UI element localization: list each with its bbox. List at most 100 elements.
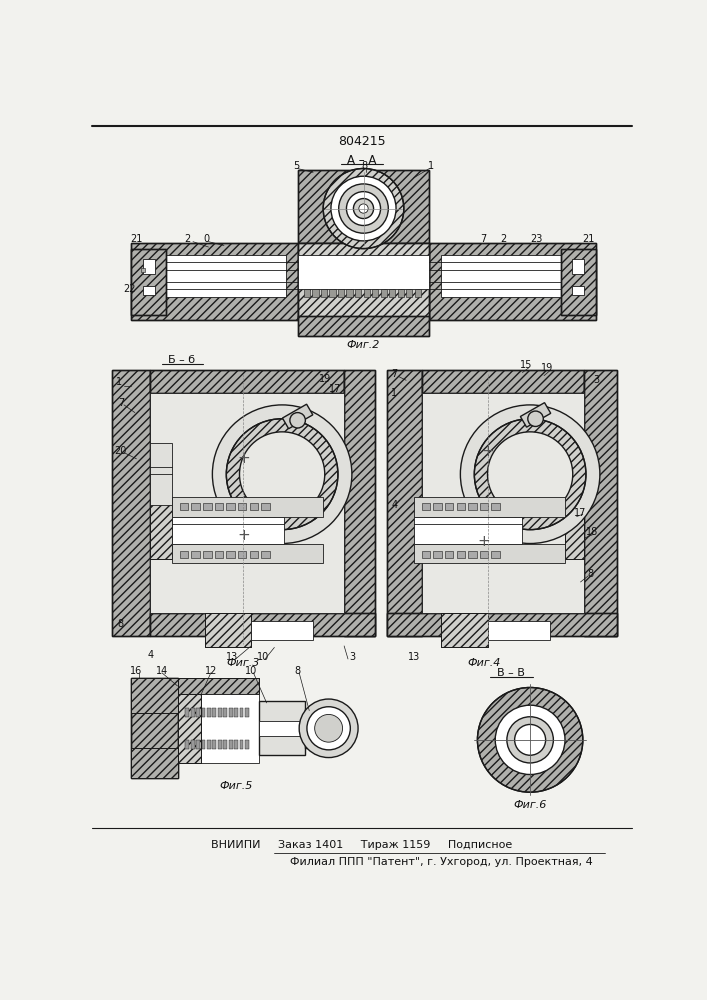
Bar [112, 370, 151, 636]
Bar [304, 289, 310, 297]
Bar [131, 678, 177, 778]
Bar [201, 740, 206, 749]
Text: 16: 16 [130, 666, 143, 676]
Text: +: + [237, 528, 250, 543]
Text: +: + [481, 444, 494, 459]
Bar [226, 503, 235, 510]
Text: Б – б: Б – б [168, 355, 195, 365]
Text: Фиг.5: Фиг.5 [219, 781, 252, 791]
Bar [166, 255, 286, 297]
Bar [151, 497, 172, 559]
Bar [204, 613, 251, 647]
Circle shape [307, 707, 351, 750]
Text: ВНИИПИ     Заказ 1401     Тираж 1159     Подписное: ВНИИПИ Заказ 1401 Тираж 1159 Подписное [211, 840, 513, 850]
Text: 13: 13 [408, 652, 420, 662]
Text: 8: 8 [118, 619, 124, 629]
Bar [421, 370, 585, 393]
Bar [468, 551, 477, 558]
Bar [191, 740, 194, 749]
Text: 1: 1 [392, 388, 397, 398]
Bar [207, 740, 211, 749]
Bar [172, 517, 284, 544]
Bar [185, 740, 189, 749]
Text: 8: 8 [588, 569, 594, 579]
Bar [151, 613, 375, 636]
Bar [433, 503, 442, 510]
Bar [185, 708, 189, 717]
Bar [298, 170, 429, 243]
Bar [389, 289, 395, 297]
Bar [207, 708, 211, 717]
Bar [298, 243, 429, 320]
Bar [226, 551, 235, 558]
Text: Филиал ППП "Патент", г. Ухгород, ул. Проектная, 4: Филиал ППП "Патент", г. Ухгород, ул. Про… [290, 857, 592, 867]
Text: 21: 21 [582, 234, 595, 244]
Bar [228, 740, 233, 749]
Bar [234, 740, 238, 749]
Circle shape [331, 176, 396, 241]
Bar [414, 517, 522, 544]
Bar [429, 243, 596, 320]
Text: 7: 7 [481, 234, 486, 244]
Bar [261, 551, 270, 558]
Bar [387, 613, 617, 636]
Text: Фиг.3: Фиг.3 [227, 658, 260, 668]
Bar [488, 620, 549, 640]
Bar [172, 497, 323, 517]
Text: 21: 21 [130, 234, 143, 244]
Bar [261, 503, 270, 510]
Bar [561, 249, 596, 315]
Polygon shape [282, 404, 312, 429]
Text: 17: 17 [574, 508, 587, 518]
Bar [421, 503, 430, 510]
Text: 8: 8 [361, 161, 368, 171]
Text: +: + [477, 534, 490, 549]
Bar [250, 551, 258, 558]
Bar [491, 503, 500, 510]
Bar [151, 443, 172, 505]
Text: 15: 15 [520, 360, 532, 370]
Bar [346, 289, 353, 297]
Bar [259, 721, 305, 736]
Bar [131, 243, 298, 320]
Bar [141, 268, 145, 272]
Circle shape [339, 184, 388, 233]
Text: 19: 19 [541, 363, 554, 373]
Bar [421, 551, 430, 558]
Bar [228, 708, 233, 717]
Text: 22: 22 [123, 284, 136, 294]
Bar [223, 708, 227, 717]
Text: 18: 18 [586, 527, 598, 537]
Bar [177, 678, 259, 694]
Text: 2: 2 [185, 234, 191, 244]
Bar [192, 503, 200, 510]
Bar [151, 613, 375, 636]
Text: 5: 5 [293, 161, 299, 171]
Bar [585, 370, 617, 636]
Circle shape [290, 413, 305, 428]
Text: 0: 0 [203, 234, 209, 244]
Bar [406, 289, 412, 297]
Bar [457, 551, 465, 558]
Bar [445, 551, 453, 558]
Bar [240, 740, 243, 749]
Bar [250, 503, 258, 510]
Bar [421, 393, 585, 613]
Bar [131, 686, 177, 698]
Circle shape [315, 714, 343, 742]
Bar [240, 708, 243, 717]
Bar [321, 289, 327, 297]
Circle shape [507, 717, 554, 763]
Bar [245, 740, 249, 749]
Bar [338, 289, 344, 297]
Bar [387, 613, 617, 636]
Circle shape [495, 705, 565, 774]
Bar [143, 286, 155, 295]
Bar [192, 551, 200, 558]
Circle shape [346, 192, 380, 225]
Text: 19: 19 [319, 374, 331, 384]
Bar [112, 370, 151, 636]
Bar [363, 289, 370, 297]
Bar [491, 551, 500, 558]
Circle shape [528, 411, 543, 426]
